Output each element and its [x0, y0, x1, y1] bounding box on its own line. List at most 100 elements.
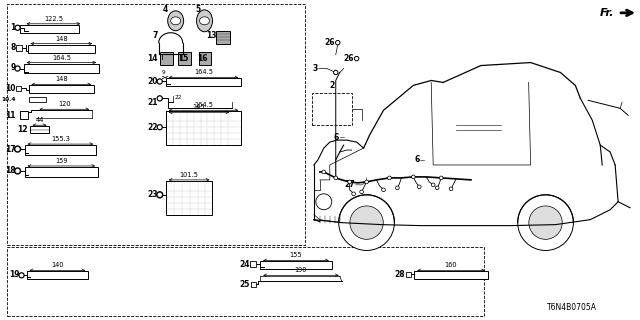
Circle shape	[432, 183, 435, 186]
Circle shape	[157, 125, 163, 130]
Text: 148: 148	[55, 36, 68, 42]
Ellipse shape	[171, 17, 180, 25]
Text: 164.5: 164.5	[194, 69, 213, 76]
Ellipse shape	[200, 17, 209, 25]
Text: 148: 148	[55, 76, 68, 83]
Text: 8: 8	[10, 43, 15, 52]
Circle shape	[349, 181, 351, 183]
Bar	[20, 111, 28, 119]
Circle shape	[366, 181, 367, 183]
Text: 3: 3	[312, 64, 318, 73]
Text: 1: 1	[10, 23, 15, 32]
Text: T6N4B0705A: T6N4B0705A	[547, 303, 597, 312]
Circle shape	[412, 175, 415, 178]
Bar	[15, 45, 22, 51]
Text: 12: 12	[17, 125, 28, 134]
Circle shape	[397, 187, 398, 188]
Bar	[16, 86, 21, 91]
Bar	[20, 25, 79, 33]
Circle shape	[348, 180, 351, 183]
Circle shape	[360, 190, 363, 193]
Bar	[29, 85, 94, 93]
Circle shape	[323, 171, 324, 173]
Text: 27: 27	[344, 180, 355, 189]
Circle shape	[157, 96, 163, 101]
Text: 20: 20	[147, 77, 158, 86]
Circle shape	[157, 192, 163, 198]
Circle shape	[157, 79, 163, 84]
Text: 26: 26	[324, 38, 335, 47]
Circle shape	[16, 170, 19, 172]
Text: 18: 18	[5, 166, 15, 175]
Bar	[160, 52, 173, 65]
Circle shape	[383, 189, 384, 191]
Text: 10.4: 10.4	[1, 97, 15, 102]
Text: 26: 26	[343, 54, 354, 63]
Text: 15: 15	[178, 54, 188, 63]
Bar	[29, 97, 47, 102]
Circle shape	[316, 194, 332, 210]
Circle shape	[361, 191, 362, 193]
Circle shape	[15, 66, 20, 71]
Bar	[251, 282, 256, 287]
Text: 28: 28	[395, 270, 405, 279]
Text: 160: 160	[445, 262, 458, 268]
Text: 140: 140	[51, 262, 63, 268]
Text: 11: 11	[5, 111, 15, 120]
Circle shape	[518, 195, 573, 251]
Circle shape	[337, 42, 339, 44]
Circle shape	[449, 187, 452, 190]
Text: 122.5: 122.5	[44, 16, 63, 22]
Circle shape	[355, 57, 358, 60]
Text: 5: 5	[196, 5, 201, 14]
Circle shape	[16, 148, 19, 150]
Bar	[24, 145, 96, 155]
Text: 155: 155	[290, 252, 302, 259]
Circle shape	[335, 71, 337, 74]
Circle shape	[334, 70, 338, 75]
Ellipse shape	[196, 10, 212, 32]
Text: 145: 145	[193, 104, 205, 110]
Text: 17: 17	[5, 145, 15, 154]
Text: 19: 19	[9, 270, 20, 279]
Circle shape	[159, 126, 161, 128]
Bar	[178, 52, 191, 65]
Circle shape	[15, 25, 20, 30]
Circle shape	[339, 195, 394, 251]
Bar	[250, 261, 256, 268]
Text: 120: 120	[58, 101, 70, 107]
Bar	[6, 246, 484, 316]
Circle shape	[440, 177, 442, 179]
Text: 21: 21	[147, 98, 158, 107]
Bar	[24, 64, 99, 74]
Circle shape	[451, 188, 452, 189]
Text: 101.5: 101.5	[180, 172, 198, 178]
Circle shape	[15, 168, 20, 174]
Circle shape	[336, 41, 340, 45]
Text: 7: 7	[152, 31, 158, 40]
Text: 159: 159	[55, 158, 68, 164]
Text: 164.5: 164.5	[52, 55, 71, 60]
Circle shape	[15, 146, 20, 152]
Bar	[406, 272, 411, 277]
Text: 23: 23	[147, 190, 158, 199]
Text: 6: 6	[414, 156, 419, 164]
Text: 155.3: 155.3	[51, 136, 70, 142]
Text: 164.5: 164.5	[194, 102, 213, 108]
Text: 9: 9	[10, 63, 15, 72]
Bar	[29, 126, 49, 133]
Circle shape	[382, 188, 385, 191]
Text: 22: 22	[147, 123, 158, 132]
Bar	[166, 181, 212, 215]
Text: 4: 4	[163, 5, 168, 14]
Text: 16: 16	[198, 54, 208, 63]
Circle shape	[529, 206, 563, 239]
Bar	[28, 45, 95, 52]
Text: 25: 25	[240, 280, 250, 289]
Circle shape	[334, 176, 337, 180]
Circle shape	[323, 171, 325, 173]
Circle shape	[388, 177, 390, 179]
Bar	[6, 4, 305, 244]
Ellipse shape	[168, 11, 184, 31]
Circle shape	[335, 177, 337, 179]
